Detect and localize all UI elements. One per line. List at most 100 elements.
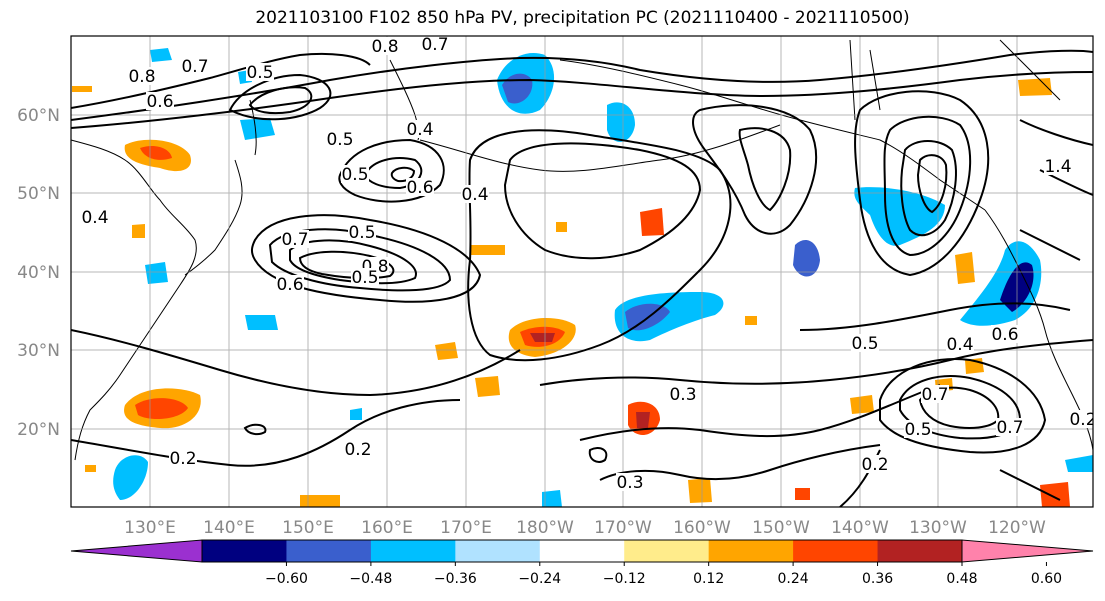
contour-label-bg: [281, 230, 309, 248]
contour-label: 0.8: [371, 37, 398, 57]
pv-contour: [539, 339, 1093, 386]
colorbar-bin: [708, 540, 794, 562]
colorbar-tick-label: −0.24: [518, 571, 561, 587]
lon-label: 130°W: [909, 518, 967, 538]
lon-label: 150°W: [752, 518, 810, 538]
lon-label: 140°E: [203, 518, 255, 538]
colorbar-bin: [370, 540, 456, 562]
pv-contour: [599, 444, 881, 481]
colorbar-tick-label: 0.60: [1031, 571, 1062, 587]
contour-label: 0.4: [461, 185, 488, 205]
contour-label: 0.6: [276, 275, 303, 295]
contour-label: 0.8: [128, 67, 155, 87]
lat-label: 20°N: [17, 420, 60, 440]
contour-label-bg: [851, 334, 879, 352]
colorbar-tick-label: −0.12: [603, 571, 646, 587]
colorbar-bin: [202, 540, 287, 562]
contour-label: 0.7: [921, 385, 948, 405]
map-title: 2021103100 F102 850 hPa PV, precipitatio…: [255, 8, 910, 28]
contour-label: 0.4: [81, 208, 108, 228]
contour-label: 0.7: [421, 35, 448, 55]
shade-region: [1018, 78, 1052, 96]
shade-region: [636, 412, 650, 428]
coastline-alaska: [559, 59, 881, 141]
shade-region: [745, 316, 757, 325]
shade-region: [350, 408, 362, 420]
pv-contour: [228, 73, 332, 121]
coastline-asia: [71, 139, 197, 461]
latitude-labels: 60°N 50°N 40°N 30°N 20°N: [17, 106, 60, 440]
shade-region: [72, 86, 92, 92]
colorbar: −0.60 −0.48 −0.36 −0.24 −0.12 0.12 0.24 0.36 0.4…: [70, 539, 1094, 587]
contour-label-bg: [996, 418, 1024, 436]
pv-contour: [579, 384, 941, 441]
shade-region: [150, 48, 172, 62]
pv-contour: [338, 138, 445, 203]
contour-label-bg: [904, 420, 932, 438]
contour-label: 0.6: [991, 325, 1018, 345]
lat-label: 60°N: [17, 106, 60, 126]
colorbar-tick-label: −0.36: [434, 571, 477, 587]
shade-region: [435, 342, 458, 360]
contour-label-bg: [146, 92, 174, 110]
colorbar-bin: [624, 540, 710, 562]
lon-label: 180°W: [516, 518, 574, 538]
contour-label: 0.7: [281, 230, 308, 250]
pv-contours: [71, 49, 1093, 507]
pv-contour: [71, 71, 1093, 129]
colorbar-extend-max: [961, 539, 1094, 563]
contour-label-bg: [669, 385, 697, 403]
shade-region: [530, 333, 555, 342]
lon-label: 160°W: [673, 518, 731, 538]
colorbar-tick-label: 0.36: [862, 571, 893, 587]
lon-label: 150°E: [282, 518, 334, 538]
pv-contour: [363, 157, 423, 190]
shade-region: [542, 490, 562, 507]
colorbar-tick-label: −0.48: [349, 571, 392, 587]
pv-contour: [71, 399, 461, 467]
pv-contour: [738, 127, 792, 212]
pv-contour: [71, 329, 521, 397]
shade-region: [1040, 482, 1070, 507]
contour-label-bg: [371, 37, 399, 55]
shade-region: [140, 146, 172, 160]
pv-contour: [883, 115, 972, 257]
shade-region: [475, 376, 500, 397]
shade-region: [607, 102, 635, 142]
pv-contour: [71, 52, 371, 109]
colorbar-tick-label: 0.48: [946, 571, 977, 587]
contour-label-bg: [81, 208, 109, 226]
contour-label-bg: [169, 449, 197, 467]
shade-region: [955, 252, 975, 284]
shade-region: [556, 222, 567, 232]
contour-label: 0.6: [146, 92, 173, 112]
colorbar-bin: [455, 540, 541, 562]
contour-label: 0.5: [341, 165, 368, 185]
contour-label: 0.4: [406, 120, 433, 140]
coastline-arctic: [849, 39, 1061, 121]
contour-label-bg: [181, 57, 209, 75]
longitude-labels: 130°E 140°E 150°E 160°E 170°E 180°W 170°W 160°W…: [124, 518, 1046, 538]
contour-label: 0.4: [946, 335, 973, 355]
contour-label-bg: [991, 325, 1019, 343]
colorbar-bin: [877, 540, 963, 562]
contour-label-bg: [351, 268, 379, 286]
contour-label-bg: [406, 178, 434, 196]
contour-label: 0.7: [181, 57, 208, 77]
pv-contour: [916, 154, 948, 214]
lat-label: 50°N: [17, 184, 60, 204]
pv-contour: [692, 104, 818, 235]
colorbar-bin: [286, 540, 372, 562]
pv-contour: [467, 129, 732, 362]
contour-label-bg: [861, 455, 889, 473]
contour-label: 0.2: [861, 455, 888, 475]
contour-label-bg: [946, 335, 974, 353]
shade-region: [245, 315, 278, 330]
coastline-northamerica: [984, 209, 1093, 451]
shade-region: [854, 187, 945, 246]
shade-region: [470, 245, 505, 255]
shade-region: [145, 262, 168, 284]
lon-label: 170°E: [440, 518, 492, 538]
contour-label: 0.5: [246, 63, 273, 83]
